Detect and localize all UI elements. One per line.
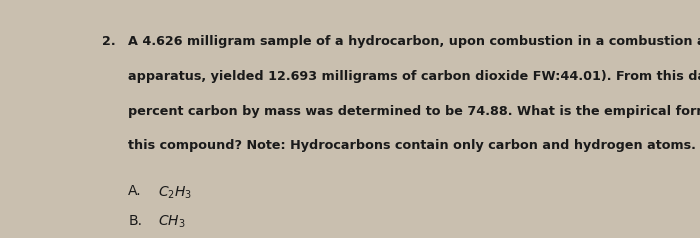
Text: $CH_3$: $CH_3$ bbox=[158, 214, 186, 230]
Text: 2.: 2. bbox=[102, 35, 116, 48]
Text: $C_2H_3$: $C_2H_3$ bbox=[158, 184, 192, 201]
Text: B.: B. bbox=[128, 214, 142, 228]
Text: A.: A. bbox=[128, 184, 142, 198]
Text: A 4.626 milligram sample of a hydrocarbon, upon combustion in a combustion analy: A 4.626 milligram sample of a hydrocarbo… bbox=[128, 35, 700, 48]
Text: percent carbon by mass was determined to be 74.88. What is the empirical formula: percent carbon by mass was determined to… bbox=[128, 105, 700, 118]
Text: this compound? Note: Hydrocarbons contain only carbon and hydrogen atoms.: this compound? Note: Hydrocarbons contai… bbox=[128, 139, 696, 152]
Text: apparatus, yielded 12.693 milligrams of carbon dioxide FW:44.01). From this data: apparatus, yielded 12.693 milligrams of … bbox=[128, 70, 700, 83]
